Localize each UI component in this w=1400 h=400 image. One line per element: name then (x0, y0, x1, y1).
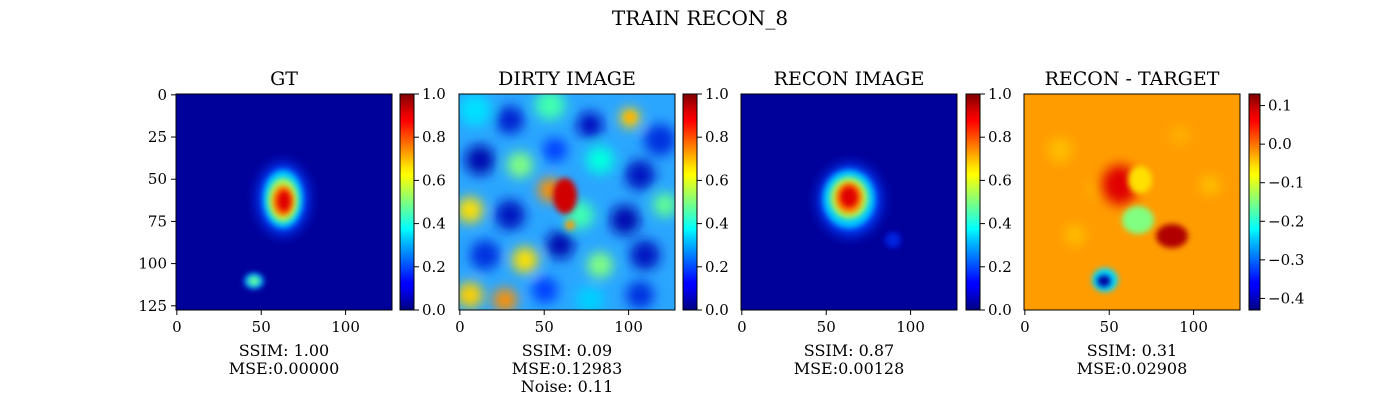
axes-frame-gt (175, 93, 393, 311)
axes-frame-dirty (458, 93, 676, 311)
axis-ticks: 0 50 100 0 25 50 75 100 125 0.0 0.2 0.4 0.6 0.8 1.0 0 50… (138, 85, 1304, 336)
y-tick-label: 0 (157, 86, 167, 104)
y-tick-label: 25 (148, 128, 167, 146)
colorbar-tick-label: −0.4 (1268, 289, 1304, 307)
dirty-mse: MSE:0.12983 (511, 359, 623, 378)
panel-diff-title: RECON - TARGET (1044, 68, 1220, 90)
colorbar-tick-label: −0.2 (1268, 212, 1304, 230)
colorbar-tick-label: 1.0 (422, 85, 446, 103)
colorbar-tick-label: 0.6 (988, 171, 1012, 189)
colorbar-tick-label: −0.3 (1268, 251, 1304, 269)
colorbar-recon (965, 93, 981, 311)
colorbar-tick-label: 0.4 (422, 215, 446, 233)
colorbar-tick-label: 0.2 (705, 258, 729, 276)
recon-ssim: SSIM: 0.87 (803, 341, 895, 360)
colorbar-diff (1248, 93, 1261, 311)
x-tick-label: 100 (1179, 318, 1208, 336)
panel-recon-title: RECON IMAGE (773, 68, 925, 90)
diff-ssim: SSIM: 0.31 (1086, 341, 1178, 360)
heatmap-gt (176, 94, 392, 310)
panel-recon-caption: SSIM: 0.87 MSE:0.00128 (741, 342, 957, 378)
x-tick-label: 100 (896, 318, 925, 336)
panel-dirty-caption: SSIM: 0.09 MSE:0.12983 Noise: 0.11 (459, 342, 675, 396)
colorbar-tick-label: 0.0 (422, 301, 446, 319)
colorbar-tick-label: 0.8 (988, 128, 1012, 146)
colorbar-tick-label: 0.4 (988, 215, 1012, 233)
gt-mse: MSE:0.00000 (228, 359, 340, 378)
colorbar-tick-label: 1.0 (988, 85, 1012, 103)
axes-frame-recon (740, 93, 958, 311)
y-tick-label: 75 (148, 212, 167, 230)
colorbar-tick-label: 0.0 (988, 301, 1012, 319)
x-tick-label: 100 (614, 318, 643, 336)
colorbar-tick-label: 0.4 (705, 215, 729, 233)
x-tick-label: 0 (455, 318, 465, 336)
dirty-ssim: SSIM: 0.09 (521, 341, 613, 360)
heatmap-dirty (459, 94, 675, 310)
x-tick-label: 100 (331, 318, 360, 336)
recon-mse: MSE:0.00128 (793, 359, 905, 378)
colorbar-tick-label: 1.0 (705, 85, 729, 103)
x-tick-label: 50 (252, 318, 271, 336)
colorbar-tick-label: 0.2 (422, 258, 446, 276)
colorbar-tick-label: −0.1 (1268, 174, 1304, 192)
panel-diff-caption: SSIM: 0.31 MSE:0.02908 (1024, 342, 1240, 378)
panel-dirty-title: DIRTY IMAGE (498, 68, 636, 90)
colorbar-gt (399, 93, 415, 311)
panel-gt-title: GT (270, 68, 298, 90)
colorbar-tick-label: 0.6 (705, 171, 729, 189)
diff-mse: MSE:0.02908 (1076, 359, 1188, 378)
x-tick-label: 0 (1020, 318, 1030, 336)
heatmap-recon (741, 94, 957, 310)
colorbar-dirty (682, 93, 698, 311)
x-tick-label: 50 (817, 318, 836, 336)
y-tick-label: 125 (138, 297, 167, 315)
panel-gt-caption: SSIM: 1.00 MSE:0.00000 (176, 342, 392, 378)
x-tick-label: 50 (1100, 318, 1119, 336)
x-tick-label: 0 (172, 318, 182, 336)
colorbar-tick-label: 0.0 (1268, 135, 1292, 153)
axes-frame-diff (1023, 93, 1241, 311)
heatmap-diff (1024, 94, 1240, 310)
gt-ssim: SSIM: 1.00 (238, 341, 330, 360)
colorbar-tick-label: 0.6 (422, 171, 446, 189)
colorbar-tick-label: 0.0 (705, 301, 729, 319)
y-tick-label: 50 (148, 170, 167, 188)
dirty-noise: Noise: 0.11 (520, 377, 614, 396)
x-tick-label: 0 (737, 318, 747, 336)
colorbar-tick-label: 0.1 (1268, 97, 1292, 115)
colorbar-tick-label: 0.2 (988, 258, 1012, 276)
colorbar-tick-label: 0.8 (705, 128, 729, 146)
colorbar-tick-label: 0.8 (422, 128, 446, 146)
x-tick-label: 50 (535, 318, 554, 336)
y-tick-label: 100 (138, 255, 167, 273)
figure-suptitle: TRAIN RECON_8 (611, 6, 789, 30)
